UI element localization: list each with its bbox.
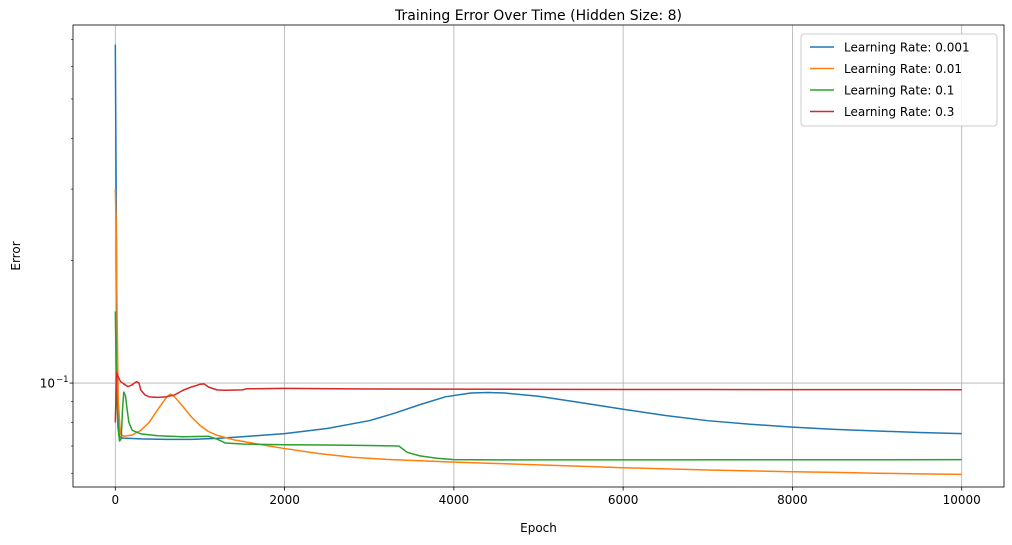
series-line bbox=[114, 189, 962, 476]
x-tick-label: 8000 bbox=[777, 493, 808, 507]
y-tick-exponent: −1 bbox=[56, 375, 69, 385]
series-line bbox=[114, 44, 962, 441]
y-tick-label: 10 bbox=[40, 377, 55, 391]
x-tick-label: 2000 bbox=[269, 493, 300, 507]
x-axis-label: Epoch bbox=[520, 521, 557, 535]
x-axis: 0 2000 4000 6000 8000 10000 bbox=[111, 487, 981, 507]
series-layer bbox=[114, 44, 962, 476]
plot-frame bbox=[72, 24, 1005, 488]
legend-label: Learning Rate: 0.3 bbox=[844, 105, 954, 119]
x-tick-label: 6000 bbox=[608, 493, 639, 507]
legend: Learning Rate: 0.001 Learning Rate: 0.01 L… bbox=[800, 33, 998, 127]
legend-label: Learning Rate: 0.01 bbox=[844, 62, 962, 76]
series-line bbox=[114, 372, 962, 423]
legend-label: Learning Rate: 0.1 bbox=[844, 84, 954, 98]
y-axis-label: Error bbox=[9, 241, 23, 270]
x-tick-label: 10000 bbox=[943, 493, 981, 507]
legend-label: Learning Rate: 0.001 bbox=[844, 41, 970, 55]
legend-box bbox=[800, 33, 998, 127]
y-axis: 10 −1 bbox=[40, 39, 73, 474]
x-tick-label: 4000 bbox=[439, 493, 470, 507]
chart-title: Training Error Over Time (Hidden Size: 8… bbox=[394, 8, 682, 24]
x-tick-label: 0 bbox=[111, 493, 119, 507]
series-line bbox=[114, 311, 962, 461]
